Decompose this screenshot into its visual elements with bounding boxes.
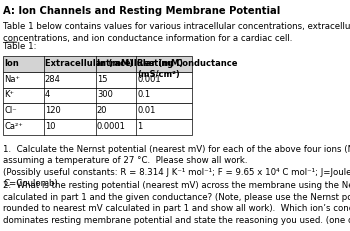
Text: 284: 284 <box>45 75 61 83</box>
Text: Intracellular (mM): Intracellular (mM) <box>97 59 183 68</box>
Text: Extracellular (mM): Extracellular (mM) <box>45 59 133 68</box>
Text: Table 1 below contains values for various intracellular concentrations, extracel: Table 1 below contains values for variou… <box>3 22 350 43</box>
Text: 0.01: 0.01 <box>137 106 156 115</box>
Text: Resting Conductance
(mS/cm²): Resting Conductance (mS/cm²) <box>137 59 238 79</box>
Text: Cl⁻: Cl⁻ <box>4 106 17 115</box>
Text: K⁺: K⁺ <box>4 90 14 99</box>
Text: 1.  Calculate the Nernst potential (nearest mV) for each of the above four ions : 1. Calculate the Nernst potential (neare… <box>3 144 350 187</box>
Text: Na⁺: Na⁺ <box>4 75 20 83</box>
Text: 120: 120 <box>45 106 61 115</box>
Text: 4: 4 <box>45 90 50 99</box>
Text: 1: 1 <box>137 121 142 130</box>
Text: 0.0001: 0.0001 <box>97 121 126 130</box>
Text: 10: 10 <box>45 121 55 130</box>
Text: 15: 15 <box>97 75 107 83</box>
Text: 2.  What is the resting potential (nearest mV) across the membrane using the Ner: 2. What is the resting potential (neares… <box>3 180 350 224</box>
Text: Ion: Ion <box>4 59 19 68</box>
Text: A: Ion Channels and Resting Membrane Potential: A: Ion Channels and Resting Membrane Pot… <box>3 6 281 16</box>
Text: 0.1: 0.1 <box>137 90 150 99</box>
Text: 300: 300 <box>97 90 113 99</box>
Text: 0.001: 0.001 <box>137 75 161 83</box>
Text: Table 1:: Table 1: <box>3 42 37 51</box>
Text: Ca²⁺: Ca²⁺ <box>4 121 23 130</box>
Text: 20: 20 <box>97 106 107 115</box>
